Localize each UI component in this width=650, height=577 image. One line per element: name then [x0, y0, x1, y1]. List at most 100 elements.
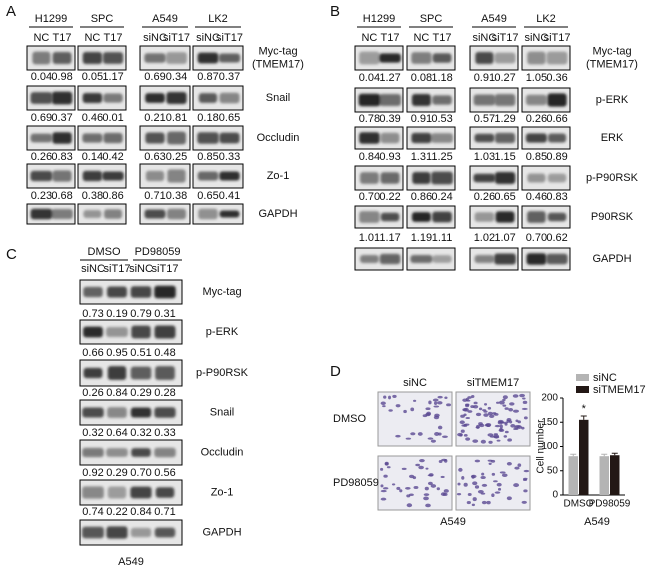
- cell: [428, 473, 434, 477]
- band: [494, 94, 516, 106]
- band: [198, 93, 218, 103]
- quant-value: 0.85: [526, 151, 547, 163]
- band: [32, 51, 51, 65]
- legend-label: siNC: [593, 372, 617, 384]
- band: [107, 366, 127, 380]
- band: [359, 172, 379, 184]
- band: [526, 253, 547, 265]
- cell: [462, 408, 468, 412]
- quant-value: 0.81: [166, 112, 187, 124]
- quant-value: 1.15: [494, 151, 515, 163]
- band: [107, 407, 127, 418]
- band: [411, 132, 432, 144]
- cell: [481, 472, 485, 476]
- cell: [472, 497, 477, 502]
- quant-value: 0.86: [102, 190, 123, 202]
- bar: [599, 456, 609, 495]
- quant-value: 0.39: [379, 113, 400, 125]
- quant-value: 1.19: [411, 232, 432, 244]
- quant-value: 0.93: [379, 151, 400, 163]
- quant-value: 0.70: [359, 191, 380, 203]
- quant-value: 0.92: [82, 467, 103, 479]
- protein-label: Myc-tag: [592, 45, 631, 57]
- error-bar: [570, 453, 577, 457]
- cell: [522, 400, 528, 404]
- band: [474, 212, 495, 222]
- cell: [474, 485, 480, 489]
- band: [494, 172, 516, 184]
- cell: [459, 420, 465, 425]
- quant-value: 0.71: [144, 190, 165, 202]
- quant-value: 0.29: [130, 387, 151, 399]
- row-label: PD98059: [333, 477, 379, 489]
- band: [145, 132, 165, 144]
- cell: [405, 486, 411, 490]
- cell: [427, 437, 434, 440]
- band: [432, 211, 452, 223]
- quant-value: 0.91: [474, 72, 495, 84]
- protein-label: Zo-1: [267, 170, 290, 182]
- band: [431, 133, 453, 143]
- band: [219, 171, 240, 181]
- cell: [523, 469, 530, 473]
- quant-value: 0.22: [106, 506, 127, 518]
- protein-label: p-P90RSK: [196, 367, 249, 379]
- band: [82, 51, 103, 65]
- quant-value: 0.37: [51, 112, 72, 124]
- cell: [482, 409, 487, 412]
- row-label: DMSO: [333, 413, 366, 425]
- band: [495, 211, 515, 223]
- significance: *: [582, 403, 587, 415]
- quant-value: 1.27: [379, 72, 400, 84]
- cell: [395, 404, 401, 408]
- quant-value: 0.01: [102, 112, 123, 124]
- lane-label: siNC: [472, 32, 496, 44]
- quant-value: 0.69: [31, 112, 52, 124]
- cell: [467, 492, 472, 496]
- band: [197, 171, 219, 181]
- error-bar: [580, 415, 587, 420]
- x-tick-label: PD98059: [589, 499, 631, 510]
- band: [167, 169, 186, 183]
- band: [154, 447, 176, 458]
- band: [546, 51, 568, 65]
- cell-line: LK2: [208, 13, 228, 25]
- panel-footer: A549: [118, 556, 144, 568]
- quant-value: 0.23: [31, 190, 52, 202]
- band: [380, 132, 400, 144]
- lane-label: siT17: [104, 263, 131, 275]
- cell: [497, 487, 502, 491]
- quant-value: 0.83: [546, 191, 567, 203]
- cell: [490, 459, 496, 463]
- cell: [516, 425, 523, 429]
- cell: [396, 486, 401, 490]
- band: [51, 208, 73, 220]
- cell: [487, 411, 493, 416]
- cell: [462, 398, 468, 402]
- y-tick-label: 200: [541, 393, 558, 404]
- quant-value: 0.65: [494, 191, 515, 203]
- band: [197, 132, 219, 144]
- band: [547, 173, 567, 183]
- cell: [406, 503, 413, 508]
- quant-value: 0.84: [106, 387, 127, 399]
- quant-value: 1.03: [474, 151, 495, 163]
- blot: [77, 203, 127, 225]
- band: [144, 53, 166, 63]
- quant-value: 1.11: [432, 232, 453, 244]
- quant-value: 0.63: [144, 151, 165, 163]
- cell: [466, 500, 471, 505]
- band: [432, 95, 452, 105]
- cell: [383, 395, 387, 399]
- cell: [403, 409, 407, 414]
- cell: [443, 489, 449, 493]
- band: [83, 210, 102, 218]
- quant-value: 0.22: [379, 191, 400, 203]
- lane-label: siNC: [196, 32, 220, 44]
- protein-label: Occludin: [257, 132, 300, 144]
- band: [82, 486, 104, 499]
- quant-value: 1.05: [526, 72, 547, 84]
- band: [411, 94, 431, 106]
- band: [82, 526, 104, 539]
- x-axis-label: A549: [584, 516, 610, 528]
